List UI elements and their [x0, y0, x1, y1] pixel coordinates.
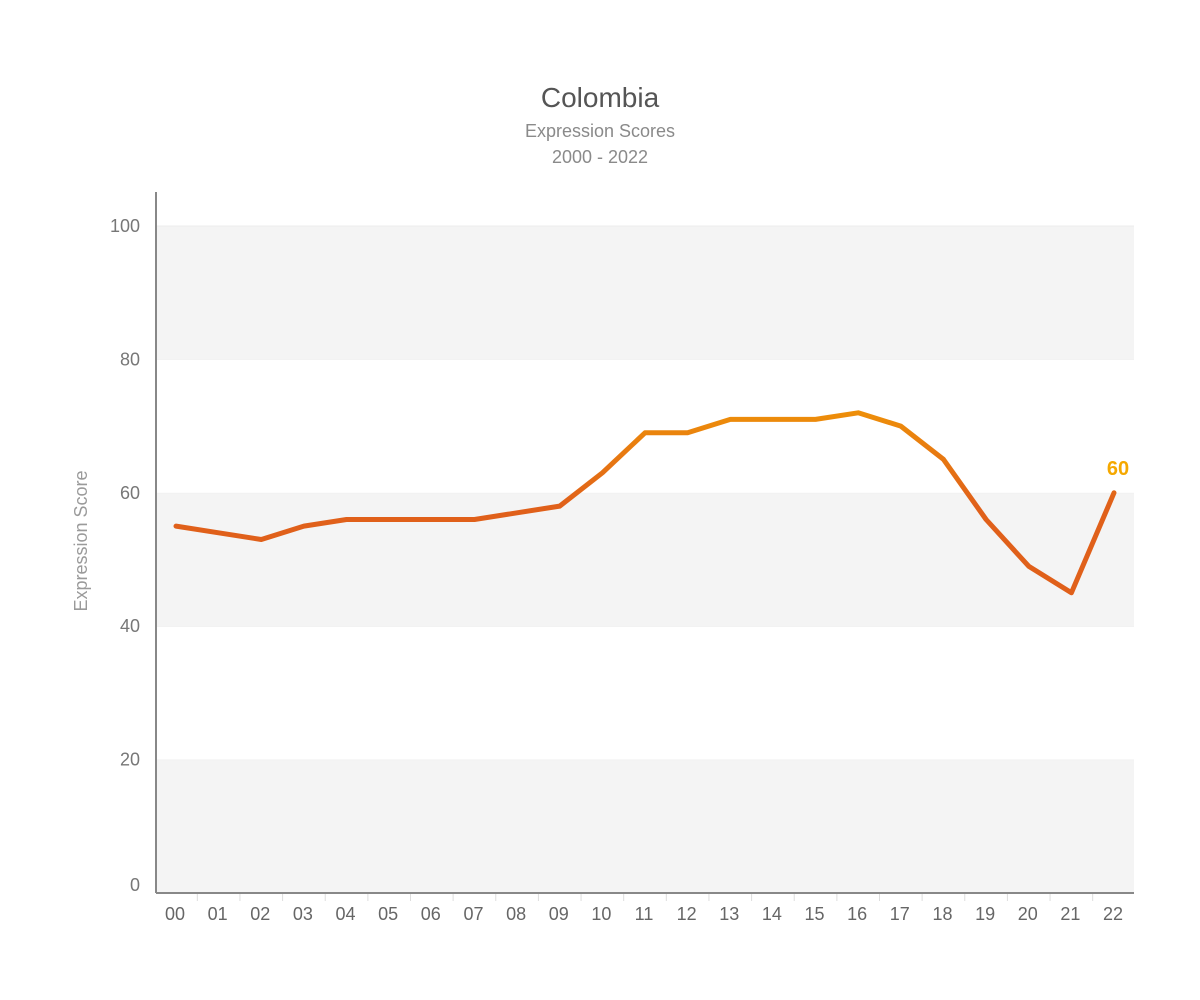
x-tick-label: 19: [975, 904, 995, 924]
y-axis-label: Expression Score: [71, 470, 91, 611]
x-tick-label: 14: [762, 904, 782, 924]
x-tick-label: 08: [506, 904, 526, 924]
x-tick-label: 02: [250, 904, 270, 924]
series-line: [173, 410, 1117, 596]
chart-date-range: 2000 - 2022: [551, 147, 649, 167]
x-tick-label: 09: [549, 904, 569, 924]
x-tick-label: 11: [635, 904, 654, 924]
x-tick-label: 15: [805, 904, 825, 924]
chart-subtitle: Expression Scores: [524, 121, 676, 141]
x-tick-label: 06: [421, 904, 441, 924]
x-axis-ticks: 00 01 02 03 04 05 06 07 08 09 10 11 12 13 14 15 16 17 18 19…: [165, 893, 1123, 924]
x-tick-label: 01: [208, 904, 228, 924]
grid-band: [156, 226, 1134, 360]
x-tick-label: 17: [890, 904, 910, 924]
x-tick-label: 12: [677, 904, 697, 924]
chart-header: Colombia Expression Scores 2000 - 2022: [0, 78, 1200, 170]
x-tick-label: 03: [293, 904, 313, 924]
grid-bands: [156, 225, 1134, 893]
y-tick-label: 40: [120, 616, 140, 636]
grid-band: [156, 759, 1134, 893]
x-tick-label: 21: [1060, 904, 1080, 924]
x-tick-label: 13: [719, 904, 739, 924]
chart-title: Colombia: [540, 82, 660, 113]
grid-band: [156, 492, 1134, 627]
x-tick-label: 04: [336, 904, 356, 924]
x-tick-label: 18: [932, 904, 952, 924]
y-tick-label: 20: [120, 750, 140, 770]
x-tick-label: 22: [1103, 904, 1123, 924]
x-tick-label: 16: [847, 904, 867, 924]
grid-band: [156, 359, 1134, 493]
x-tick-label: 20: [1018, 904, 1038, 924]
end-value-label: 60: [1107, 458, 1129, 480]
x-tick-label: 07: [463, 904, 483, 924]
x-tick-label: 10: [591, 904, 611, 924]
y-tick-label: 80: [120, 349, 140, 369]
grid-band: [156, 626, 1134, 760]
y-tick-label: 100: [110, 216, 140, 236]
y-tick-label: 0: [130, 875, 140, 895]
x-tick-label: 00: [165, 904, 185, 924]
x-tick-label: 05: [378, 904, 398, 924]
y-tick-label: 60: [120, 483, 140, 503]
y-axis-ticks: 0 20 40 60 80 100: [110, 216, 140, 895]
